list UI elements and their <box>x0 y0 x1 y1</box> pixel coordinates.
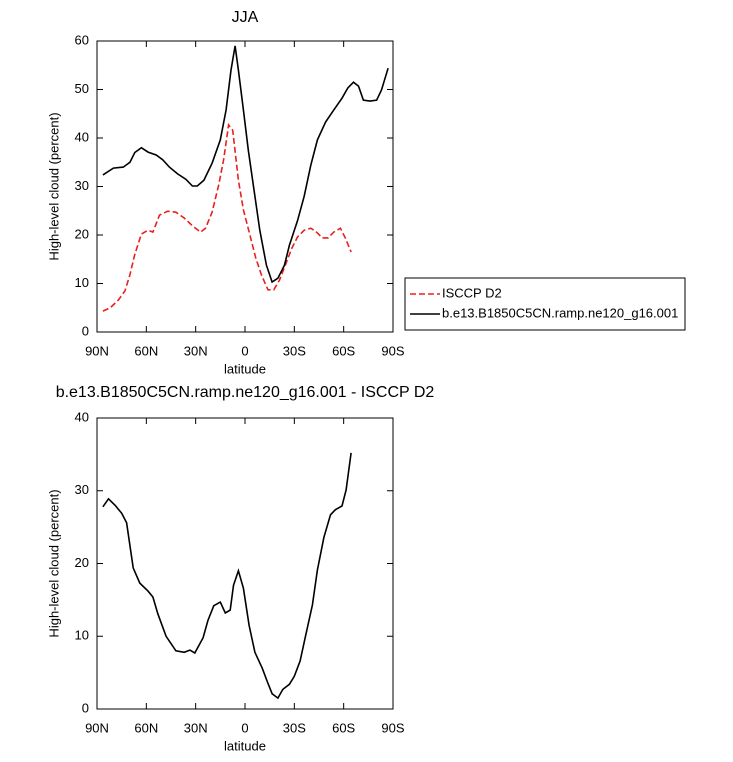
series-line <box>102 45 389 284</box>
x-tick-label: 0 <box>241 343 248 358</box>
y-axis-label: High-level cloud (percent) <box>46 112 61 260</box>
chart-title: JJA <box>232 9 259 26</box>
y-tick-label: 30 <box>75 178 89 193</box>
y-tick-label: 40 <box>75 409 89 424</box>
x-tick-label: 30N <box>184 343 208 358</box>
series-line <box>102 122 352 312</box>
plot-frame <box>96 40 394 333</box>
x-tick-label: 60N <box>134 720 158 735</box>
x-tick-label: 30N <box>184 720 208 735</box>
legend-label: ISCCP D2 <box>442 285 502 300</box>
y-axis-label: High-level cloud (percent) <box>46 489 61 637</box>
y-tick-label: 0 <box>82 700 89 715</box>
y-tick-label: 50 <box>75 81 89 96</box>
y-tick-label: 10 <box>75 275 89 290</box>
x-tick-label: 0 <box>241 720 248 735</box>
y-tick-label: 0 <box>82 323 89 338</box>
series-line <box>102 452 352 700</box>
x-tick-label: 60S <box>332 720 355 735</box>
y-tick-label: 60 <box>75 32 89 47</box>
x-tick-label: 90N <box>85 343 109 358</box>
x-tick-label: 90S <box>381 343 404 358</box>
x-axis-label: latitude <box>224 738 266 753</box>
x-tick-label: 90S <box>381 720 404 735</box>
y-tick-label: 40 <box>75 129 89 144</box>
y-tick-label: 20 <box>75 226 89 241</box>
x-tick-label: 90N <box>85 720 109 735</box>
plot-frame <box>96 417 394 710</box>
y-tick-label: 30 <box>75 482 89 497</box>
x-tick-label: 30S <box>283 343 306 358</box>
x-tick-label: 60N <box>134 343 158 358</box>
chart-title: b.e13.B1850C5CN.ramp.ne120_g16.001 - ISC… <box>56 384 435 401</box>
y-tick-label: 10 <box>75 628 89 643</box>
x-axis-label: latitude <box>224 361 266 376</box>
y-tick-label: 20 <box>75 555 89 570</box>
x-tick-label: 60S <box>332 343 355 358</box>
legend-box <box>404 277 686 331</box>
legend-label: b.e13.B1850C5CN.ramp.ne120_g16.001 <box>442 305 678 320</box>
x-tick-label: 30S <box>283 720 306 735</box>
